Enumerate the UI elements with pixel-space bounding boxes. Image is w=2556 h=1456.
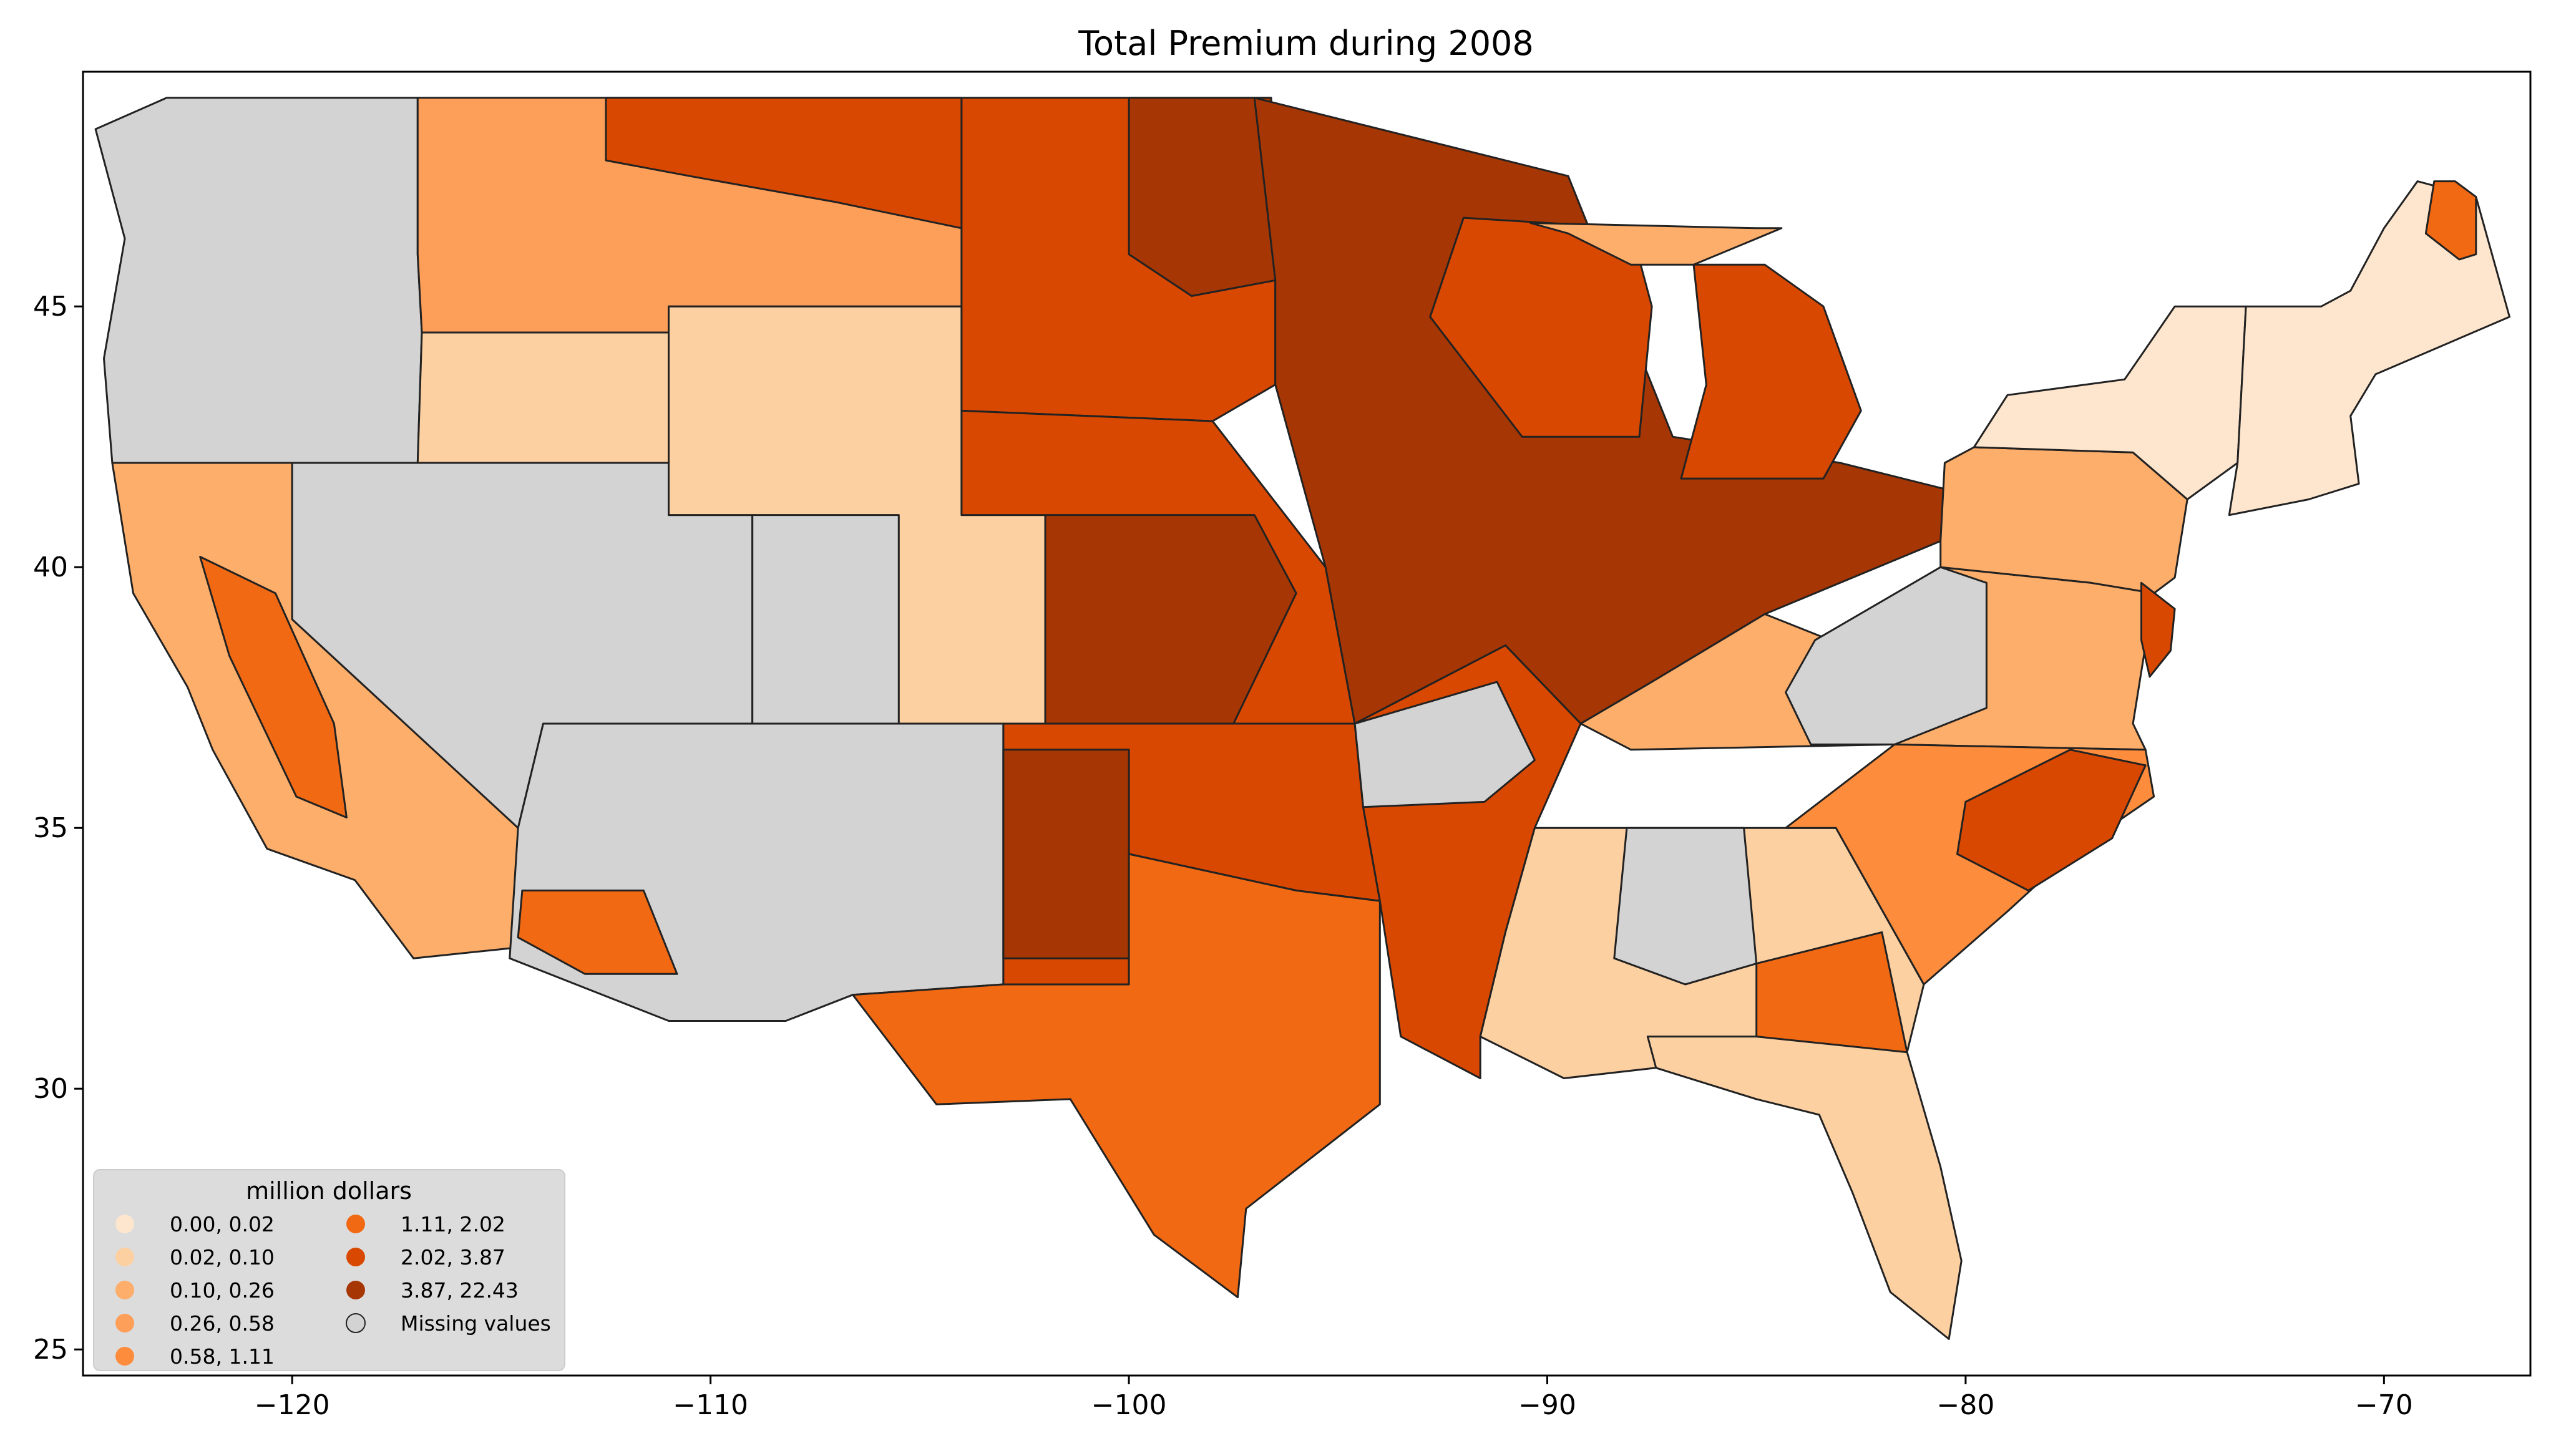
y-tick-label: 40 — [33, 551, 68, 583]
x-tick-label: −100 — [1091, 1389, 1167, 1421]
map-region-2 — [199, 556, 348, 818]
legend-entries: 0.00, 0.02 0.02, 0.10 0.10, 0.26 0.26, 0.58… — [115, 1212, 551, 1369]
map-region-16 — [1002, 749, 1130, 959]
x-tick-label: −110 — [673, 1389, 748, 1421]
y-tick-label: 35 — [33, 812, 68, 844]
map-region-8 — [416, 331, 670, 464]
legend-label: 1.11, 2.02 — [401, 1212, 505, 1236]
map-region-23 — [1785, 566, 1988, 745]
map-region-10 — [751, 514, 900, 725]
map-region-30 — [1956, 749, 2147, 891]
legend-label: 0.26, 0.58 — [170, 1311, 275, 1336]
x-axis: −120 −110 −100 −90 −80 −70 — [255, 1376, 2413, 1421]
map-region-17 — [852, 853, 1381, 1299]
map-region-35 — [2228, 180, 2510, 517]
chart-title: Total Premium during 2008 — [1078, 24, 1534, 63]
y-axis: 25 30 35 40 45 — [33, 291, 83, 1366]
legend-marker — [346, 1215, 365, 1233]
y-tick-label: 25 — [33, 1334, 68, 1366]
map-region-12 — [1128, 97, 1277, 297]
map-region-14 — [1044, 514, 1297, 725]
x-tick-label: −90 — [1518, 1389, 1576, 1421]
map-regions — [94, 97, 2510, 1340]
legend-marker — [346, 1313, 366, 1333]
legend-label: 0.58, 1.11 — [170, 1344, 275, 1369]
legend-marker — [346, 1281, 365, 1299]
legend-label: 0.10, 0.26 — [170, 1278, 275, 1303]
map-region-25 — [1354, 681, 1536, 808]
legend-label: 0.02, 0.10 — [170, 1245, 275, 1269]
map-region-20 — [1680, 263, 1862, 480]
map-region-32 — [1939, 446, 2188, 595]
x-tick-label: −80 — [1936, 1389, 1994, 1421]
legend-marker — [346, 1248, 365, 1266]
legend-box — [93, 1169, 565, 1371]
legend-label: 3.87, 22.43 — [401, 1278, 519, 1303]
legend-marker — [115, 1281, 134, 1299]
legend: million dollars 0.00, 0.02 0.02, 0.10 0.10… — [93, 1169, 565, 1371]
y-tick-label: 30 — [33, 1073, 68, 1105]
legend-marker — [115, 1248, 134, 1266]
map-region-31 — [1646, 1036, 1963, 1340]
legend-label: 0.00, 0.02 — [170, 1212, 275, 1236]
map-region-4 — [509, 722, 1005, 1022]
map-region-33 — [2140, 581, 2176, 678]
legend-label: 2.02, 3.87 — [401, 1245, 505, 1269]
legend-marker — [115, 1347, 134, 1366]
map-region-21 — [1529, 221, 1783, 266]
x-tick-label: −70 — [2355, 1389, 2413, 1421]
map-region-5 — [517, 890, 678, 975]
y-tick-label: 45 — [33, 291, 68, 323]
map-region-36 — [2424, 180, 2477, 261]
legend-marker — [115, 1215, 134, 1233]
map-region-0 — [94, 97, 423, 464]
legend-title: million dollars — [246, 1177, 412, 1205]
legend-label: Missing values — [401, 1311, 551, 1336]
plot-frame — [82, 70, 2532, 1377]
legend-marker — [115, 1314, 134, 1332]
map-region-27 — [1613, 827, 1758, 986]
x-tick-label: −120 — [255, 1389, 330, 1421]
